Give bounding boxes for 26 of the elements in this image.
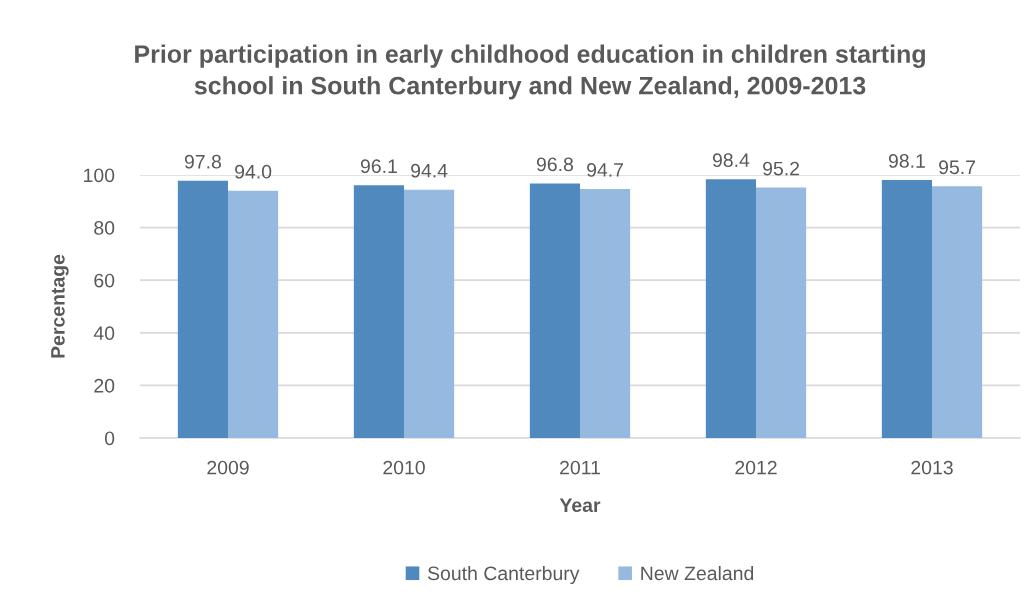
x-tick-label: 2009 [207,460,249,475]
data-label: 94.0 [235,164,272,179]
data-label: 94.7 [587,162,624,177]
x-tick-label: 2012 [735,460,777,475]
data-label: 96.1 [360,159,397,174]
x-tick-label: 2010 [383,460,425,475]
y-tick-label: 0 [104,431,115,446]
data-label: 95.2 [763,161,800,176]
x-axis-title: Year [559,498,601,513]
chart-title: Prior participation in early childhood education in children starting school in South Canterbury and New Zealand, 2009-2013 [135,44,925,100]
data-label: 94.4 [411,163,448,178]
data-label: 98.1 [888,154,925,168]
data-label: 97.8 [184,154,221,169]
x-tick-label: 2013 [911,460,953,475]
legend-label: South Canterbury [427,565,580,585]
legend-label: New Zealand [641,565,754,581]
y-tick-label: 100 [84,168,115,183]
y-tick-label: 80 [94,221,115,235]
x-tick-label: 2011 [560,460,600,475]
y-axis-title: Percentage [51,254,69,358]
data-label: 95.7 [939,160,976,175]
y-tick-label: 40 [93,326,115,341]
data-label: 98.4 [712,153,750,168]
data-label: 96.8 [536,157,573,172]
y-tick-label: 20 [94,378,115,393]
y-tick-label: 60 [94,273,115,288]
